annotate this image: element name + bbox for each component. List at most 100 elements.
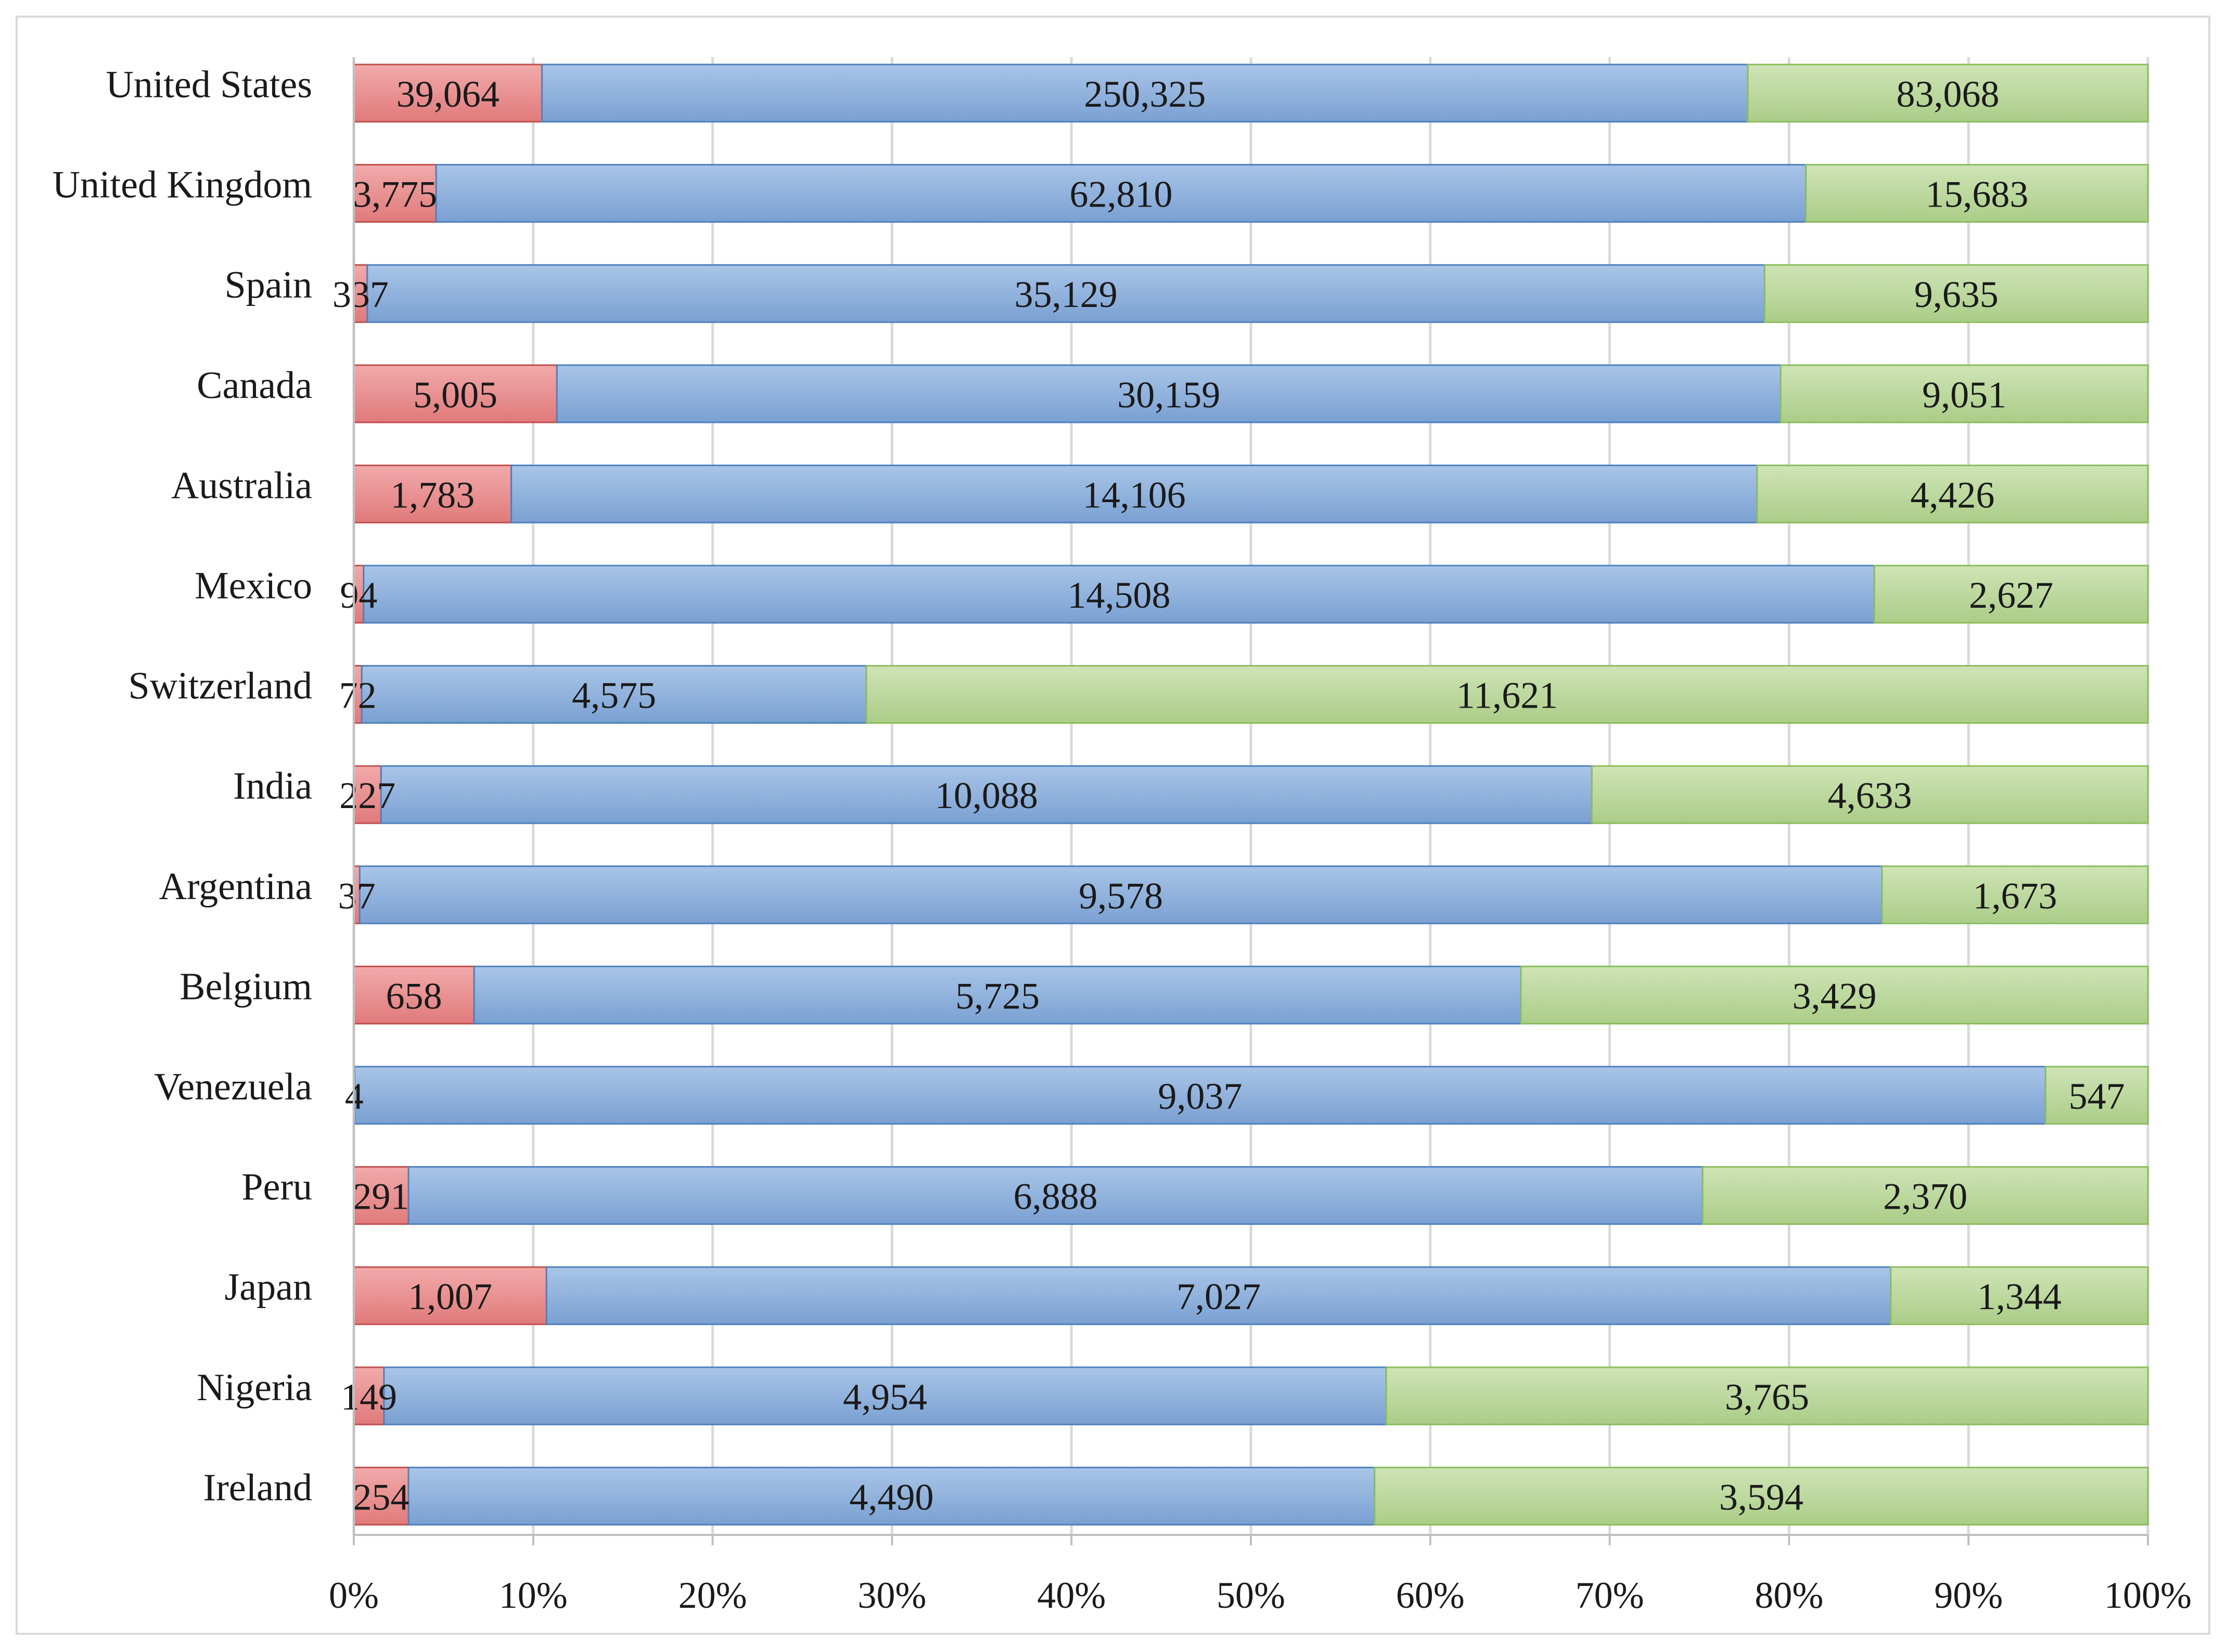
bar-segment [510, 464, 1758, 523]
data-label: 4,575 [572, 675, 656, 716]
data-labels: 39,064 250,325 83,068 3,775 62,810 15,683 337 3… [332, 73, 2125, 1518]
bar-segment [1763, 264, 2149, 323]
data-label: 15,683 [1925, 174, 2028, 215]
x-tick-label: 100% [2104, 1574, 2192, 1616]
bar-segment [353, 1366, 385, 1426]
bar-segment [380, 765, 1593, 824]
data-label: 291 [353, 1176, 409, 1218]
bar-segment [1756, 464, 2149, 523]
data-label: 5,005 [413, 374, 497, 416]
data-label: 2,627 [1969, 574, 2053, 616]
data-label: 3,429 [1793, 975, 1877, 1017]
bar-segment [361, 665, 867, 724]
bar-segment [353, 1166, 409, 1225]
bars [353, 63, 2149, 1526]
data-label: 4,426 [1910, 474, 1994, 516]
data-label: 5,725 [955, 975, 1040, 1017]
category-label: Mexico [195, 565, 312, 607]
bar-segment [1747, 63, 2149, 123]
data-label: 1,783 [390, 474, 475, 516]
data-label: 337 [332, 274, 389, 315]
category-label: Australia [171, 464, 312, 507]
bar-segment [353, 464, 513, 523]
x-tick-label: 40% [1037, 1574, 1106, 1616]
data-label: 3,765 [1725, 1376, 1809, 1418]
bar-segment [556, 364, 1782, 424]
bar-segment [1701, 1166, 2149, 1225]
bar-segment [366, 264, 1765, 323]
bar-segment [545, 1266, 1892, 1325]
bar-segment [1780, 364, 2149, 424]
category-label: Nigeria [197, 1366, 312, 1409]
data-label: 14,508 [1068, 574, 1171, 616]
category-label: Peru [241, 1166, 312, 1209]
data-label: 94 [340, 574, 377, 616]
data-label: 10,088 [935, 775, 1038, 816]
data-label: 14,106 [1083, 474, 1186, 516]
x-tick-label: 50% [1217, 1574, 1285, 1616]
bar-segment [1520, 965, 2149, 1025]
data-label: 35,129 [1015, 274, 1118, 315]
category-label: Spain [224, 264, 312, 306]
category-axis: United States United Kingdom Spain Canada Au… [53, 63, 312, 1509]
bar-segment [1873, 565, 2149, 624]
category-label: India [233, 765, 312, 808]
data-label: 83,068 [1897, 73, 2000, 115]
bar-segment [363, 565, 1875, 624]
bar-segment [353, 1266, 547, 1325]
x-tick-label: 70% [1576, 1574, 1644, 1616]
bar-segment [353, 164, 437, 223]
bar-segment [353, 63, 543, 123]
bar-segment [407, 1166, 1704, 1225]
data-label: 149 [341, 1376, 397, 1418]
x-tick-label: 30% [857, 1574, 926, 1616]
value-axis: 0% 10% 20% 30% 40% 50% 60% 70% 80% 90% 100% [329, 57, 2192, 1616]
data-label: 9,578 [1079, 875, 1163, 917]
data-label: 1,007 [408, 1276, 492, 1317]
x-tick-label: 80% [1755, 1574, 1823, 1616]
category-label: Canada [197, 364, 312, 407]
data-label: 7,027 [1176, 1276, 1261, 1317]
data-label: 2,370 [1883, 1176, 1967, 1218]
data-label: 9,051 [1922, 374, 2006, 416]
data-label: 250,325 [1084, 73, 1206, 115]
data-label: 254 [353, 1476, 409, 1518]
bar-segment [353, 364, 558, 424]
category-label: Switzerland [129, 665, 312, 708]
x-tick-label: 0% [329, 1574, 379, 1616]
data-label: 6,888 [1014, 1176, 1098, 1218]
data-label: 11,621 [1456, 675, 1558, 716]
x-tick-label: 20% [679, 1574, 747, 1616]
category-label: Japan [225, 1266, 313, 1309]
data-label: 4,954 [843, 1376, 927, 1418]
bar-segment [353, 1466, 409, 1526]
bar-segment [359, 865, 1883, 925]
data-label: 658 [386, 975, 442, 1017]
data-label: 547 [2069, 1075, 2125, 1117]
data-label: 1,344 [1977, 1276, 2062, 1317]
bar-segment [473, 965, 1522, 1025]
bar-segment [353, 1066, 2046, 1125]
data-label: 62,810 [1069, 174, 1172, 215]
category-label: Belgium [180, 965, 312, 1008]
bar-segment [1805, 164, 2149, 223]
data-label: 72 [339, 675, 377, 716]
bar-segment [1881, 865, 2149, 925]
x-tick-label: 10% [499, 1574, 568, 1616]
bar-segment [865, 665, 2149, 724]
category-label: United Kingdom [53, 164, 312, 207]
bar-segment [1890, 1266, 2149, 1325]
data-label: 9,635 [1914, 274, 1999, 315]
bar-segment [435, 164, 1807, 223]
bar-segment [353, 965, 475, 1025]
data-label: 9,037 [1158, 1075, 1242, 1117]
data-label: 4,490 [849, 1476, 933, 1518]
data-label: 37 [338, 875, 376, 917]
bar-segment [383, 1366, 1387, 1426]
category-label: Argentina [159, 865, 312, 908]
data-label: 3,594 [1719, 1476, 1803, 1518]
data-label: 4,633 [1828, 775, 1912, 816]
bar-segment [2044, 1066, 2149, 1125]
data-label: 30,159 [1117, 374, 1220, 416]
